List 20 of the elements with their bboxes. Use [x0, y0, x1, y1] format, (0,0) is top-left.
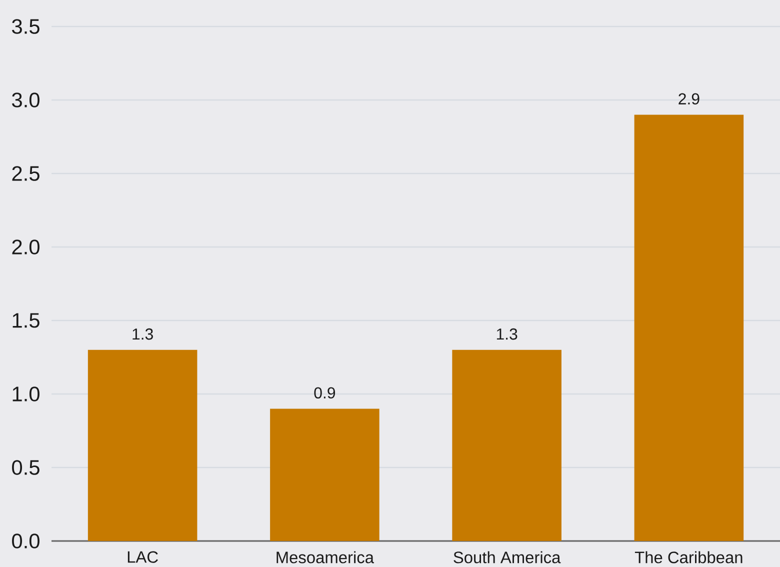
y-tick-label: 3.0: [12, 92, 40, 108]
y-tick-label: 2.5: [12, 166, 40, 181]
data-label: 0.9: [314, 387, 336, 398]
y-tick-label: 1.5: [12, 313, 40, 328]
x-tick-label: The Caribbean: [634, 551, 742, 564]
x-tick-label: Mesoamerica: [276, 551, 374, 564]
bar: [88, 350, 198, 541]
data-label: 1.3: [132, 328, 153, 340]
bar: [452, 350, 562, 541]
y-tick-label: 1.0: [12, 386, 40, 402]
x-tick-label: South America: [454, 551, 561, 564]
data-label: 1.3: [496, 328, 518, 340]
x-tick-label: LAC: [128, 551, 158, 563]
bar: [270, 408, 380, 541]
y-tick-label: 0.5: [12, 460, 40, 475]
bar: [634, 114, 744, 541]
y-tick-label: 2.0: [12, 240, 40, 254]
y-tick-label: 0.0: [12, 534, 40, 548]
data-label: 2.9: [678, 93, 700, 104]
y-tick-label: 3.5: [12, 19, 40, 34]
